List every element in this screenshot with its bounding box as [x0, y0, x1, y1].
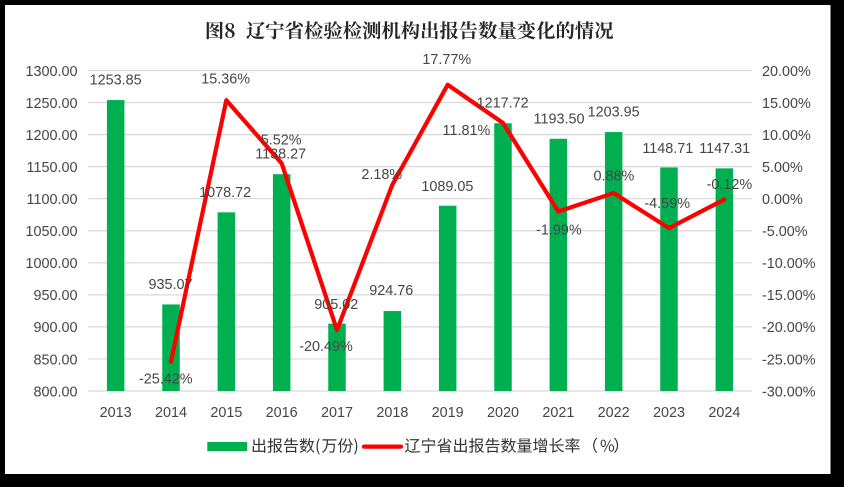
- svg-text:1147.31: 1147.31: [699, 141, 750, 157]
- svg-text:1250.00: 1250.00: [25, 96, 77, 112]
- svg-text:0.88%: 0.88%: [593, 168, 634, 184]
- svg-text:2018: 2018: [376, 405, 408, 421]
- svg-text:1200.00: 1200.00: [25, 128, 77, 144]
- svg-text:1193.50: 1193.50: [534, 112, 585, 128]
- svg-text:10.00%: 10.00%: [762, 128, 811, 144]
- svg-text:1078.72: 1078.72: [199, 185, 251, 201]
- svg-text:950.00: 950.00: [33, 288, 77, 304]
- svg-text:2013: 2013: [100, 405, 132, 421]
- svg-text:1100.00: 1100.00: [27, 192, 78, 208]
- svg-text:-5.00%: -5.00%: [762, 224, 808, 240]
- svg-text:1150.00: 1150.00: [27, 160, 78, 176]
- svg-text:1203.95: 1203.95: [588, 105, 640, 121]
- svg-text:2016: 2016: [266, 405, 298, 421]
- svg-text:17.77%: 17.77%: [422, 52, 471, 68]
- svg-text:1253.85: 1253.85: [90, 73, 142, 89]
- svg-text:-25.00%: -25.00%: [762, 352, 816, 368]
- svg-text:800.00: 800.00: [33, 384, 77, 400]
- svg-text:924.76: 924.76: [369, 283, 413, 299]
- svg-text:2015: 2015: [210, 405, 242, 421]
- svg-text:0.00%: 0.00%: [762, 192, 803, 208]
- svg-text:935.07: 935.07: [148, 277, 192, 293]
- svg-text:2.18%: 2.18%: [361, 167, 402, 183]
- svg-text:905.02: 905.02: [314, 297, 358, 313]
- svg-text:1138.27: 1138.27: [255, 146, 306, 162]
- svg-text:11.81%: 11.81%: [443, 123, 491, 139]
- svg-text:-20.00%: -20.00%: [762, 320, 816, 336]
- svg-text:-20.49%: -20.49%: [299, 339, 353, 355]
- svg-text:-10.00%: -10.00%: [762, 256, 816, 272]
- svg-text:1300.00: 1300.00: [25, 64, 77, 80]
- svg-text:1217.72: 1217.72: [477, 95, 529, 111]
- svg-text:1089.05: 1089.05: [421, 179, 473, 195]
- svg-text:850.00: 850.00: [33, 352, 77, 368]
- svg-text:15.00%: 15.00%: [762, 96, 811, 112]
- svg-text:1000.00: 1000.00: [25, 256, 77, 272]
- svg-text:2020: 2020: [487, 405, 519, 421]
- svg-text:2023: 2023: [653, 405, 685, 421]
- svg-text:15.36%: 15.36%: [201, 72, 250, 88]
- svg-text:20.00%: 20.00%: [762, 64, 811, 80]
- svg-text:-15.00%: -15.00%: [762, 288, 816, 304]
- svg-text:5.52%: 5.52%: [261, 132, 302, 148]
- svg-text:2017: 2017: [321, 405, 353, 421]
- svg-text:-0.12%: -0.12%: [707, 177, 753, 193]
- svg-text:2014: 2014: [155, 405, 187, 421]
- svg-text:-25.42%: -25.42%: [139, 371, 193, 387]
- svg-text:-4.59%: -4.59%: [644, 196, 690, 212]
- svg-text:900.00: 900.00: [33, 320, 77, 336]
- svg-text:1050.00: 1050.00: [25, 224, 77, 240]
- svg-text:2019: 2019: [432, 405, 464, 421]
- svg-text:2024: 2024: [708, 405, 740, 421]
- svg-text:1148.71: 1148.71: [642, 141, 693, 157]
- svg-text:2022: 2022: [598, 405, 630, 421]
- svg-text:5.00%: 5.00%: [762, 160, 803, 176]
- svg-text:-30.00%: -30.00%: [762, 384, 816, 400]
- svg-text:-1.99%: -1.99%: [536, 223, 582, 239]
- svg-text:2021: 2021: [542, 405, 574, 421]
